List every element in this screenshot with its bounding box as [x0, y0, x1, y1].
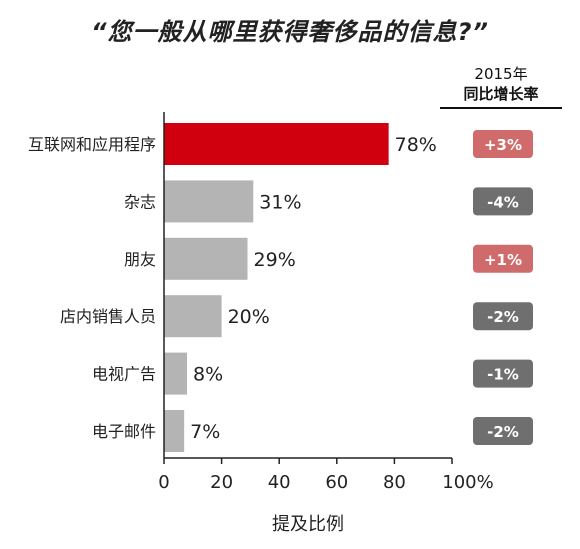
bar — [164, 295, 222, 338]
yoy-badge — [473, 244, 533, 273]
yoy-header-label: 同比增长率 — [463, 85, 539, 103]
bar — [164, 237, 248, 280]
value-label: 78% — [395, 134, 437, 156]
category-label: 电子邮件 — [92, 422, 156, 441]
category-label: 互联网和应用程序 — [28, 135, 156, 154]
bar — [164, 352, 188, 395]
x-tick-label: 0 — [158, 472, 169, 493]
yoy-badge-label: +1% — [484, 251, 522, 269]
value-label: 29% — [254, 249, 296, 271]
yoy-badge — [473, 130, 533, 158]
yoy-badge-label: -2% — [487, 308, 519, 326]
value-label: 20% — [228, 306, 270, 328]
yoy-badge-label: -4% — [487, 193, 519, 211]
yoy-badge-label: +3% — [484, 136, 522, 154]
category-label: 朋友 — [124, 250, 156, 269]
yoy-badge — [473, 359, 533, 388]
chart-title: “您一般从哪里获得奢侈品的信息?” — [91, 18, 489, 46]
bar — [164, 123, 389, 165]
yoy-header-year: 2015年 — [474, 65, 528, 83]
yoy-badge — [473, 302, 533, 331]
bar — [164, 410, 185, 452]
x-tick-label: 80 — [383, 472, 406, 493]
yoy-badge — [473, 187, 533, 216]
category-label: 店内销售人员 — [60, 307, 156, 326]
yoy-badge-label: -1% — [487, 366, 519, 384]
category-label: 电视广告 — [92, 365, 156, 384]
x-tick-label: 60 — [325, 472, 348, 493]
x-axis-label: 提及比例 — [272, 514, 344, 535]
value-label: 31% — [259, 191, 301, 213]
x-tick-label: 20 — [210, 472, 233, 493]
value-label: 7% — [190, 421, 220, 443]
category-label: 杂志 — [124, 192, 156, 211]
yoy-badge-label: -2% — [487, 423, 519, 441]
yoy-header-rule — [440, 107, 562, 109]
x-tick-label: 40 — [268, 472, 291, 493]
bar — [164, 180, 254, 223]
yoy-badge — [473, 417, 533, 445]
x-tick-label: 100% — [442, 472, 493, 493]
value-label: 8% — [193, 364, 223, 386]
yoy-column-header: 2015年 同比增长率 — [440, 64, 562, 104]
